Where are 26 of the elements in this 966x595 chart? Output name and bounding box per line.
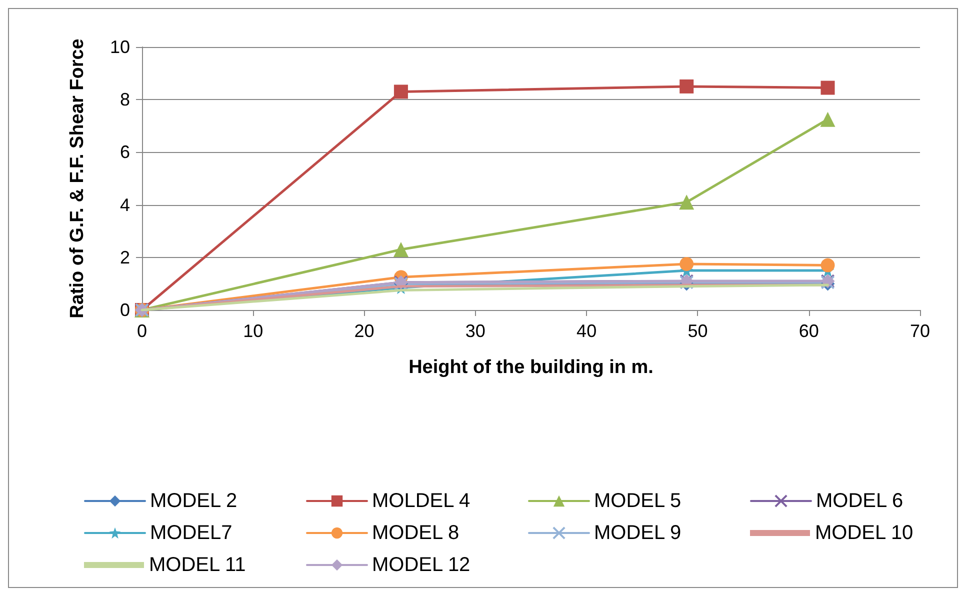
x-tick-label: 10 [243, 321, 264, 341]
y-axis-title: Ratio of G.F. & F.F. Shear Force [67, 38, 88, 318]
legend-label: MODEL 9 [594, 522, 682, 544]
legend-label: MODEL 8 [372, 522, 460, 544]
x-tick-label: 70 [910, 321, 930, 341]
x-tick-label: 20 [354, 321, 374, 341]
legend-label: MOLDEL 4 [372, 490, 470, 512]
legend-label: MODEL 10 [815, 522, 914, 544]
legend-label: MODEL 12 [372, 554, 470, 576]
x-tick-label: 0 [136, 321, 148, 341]
y-tick-label: 8 [120, 90, 130, 110]
legend-label: MODEL 5 [594, 490, 682, 512]
y-tick-label: 0 [120, 300, 130, 320]
y-tick-label: 2 [120, 247, 130, 268]
x-tick-label: 40 [576, 321, 597, 341]
y-tick-label: 10 [110, 37, 130, 57]
x-tick-label: 50 [688, 321, 708, 341]
x-tick-label: 30 [465, 321, 486, 341]
x-tick-label: 60 [798, 321, 819, 341]
y-tick-label: 4 [120, 194, 130, 215]
y-tick-label: 6 [120, 142, 130, 162]
legend-label: MODEL 2 [150, 490, 238, 512]
x-axis-title: Height of the building in m. [408, 357, 654, 378]
legend-label: MODEL7 [150, 522, 232, 544]
legend-label: MODEL 11 [149, 554, 246, 576]
legend-label: MODEL 6 [816, 490, 904, 512]
